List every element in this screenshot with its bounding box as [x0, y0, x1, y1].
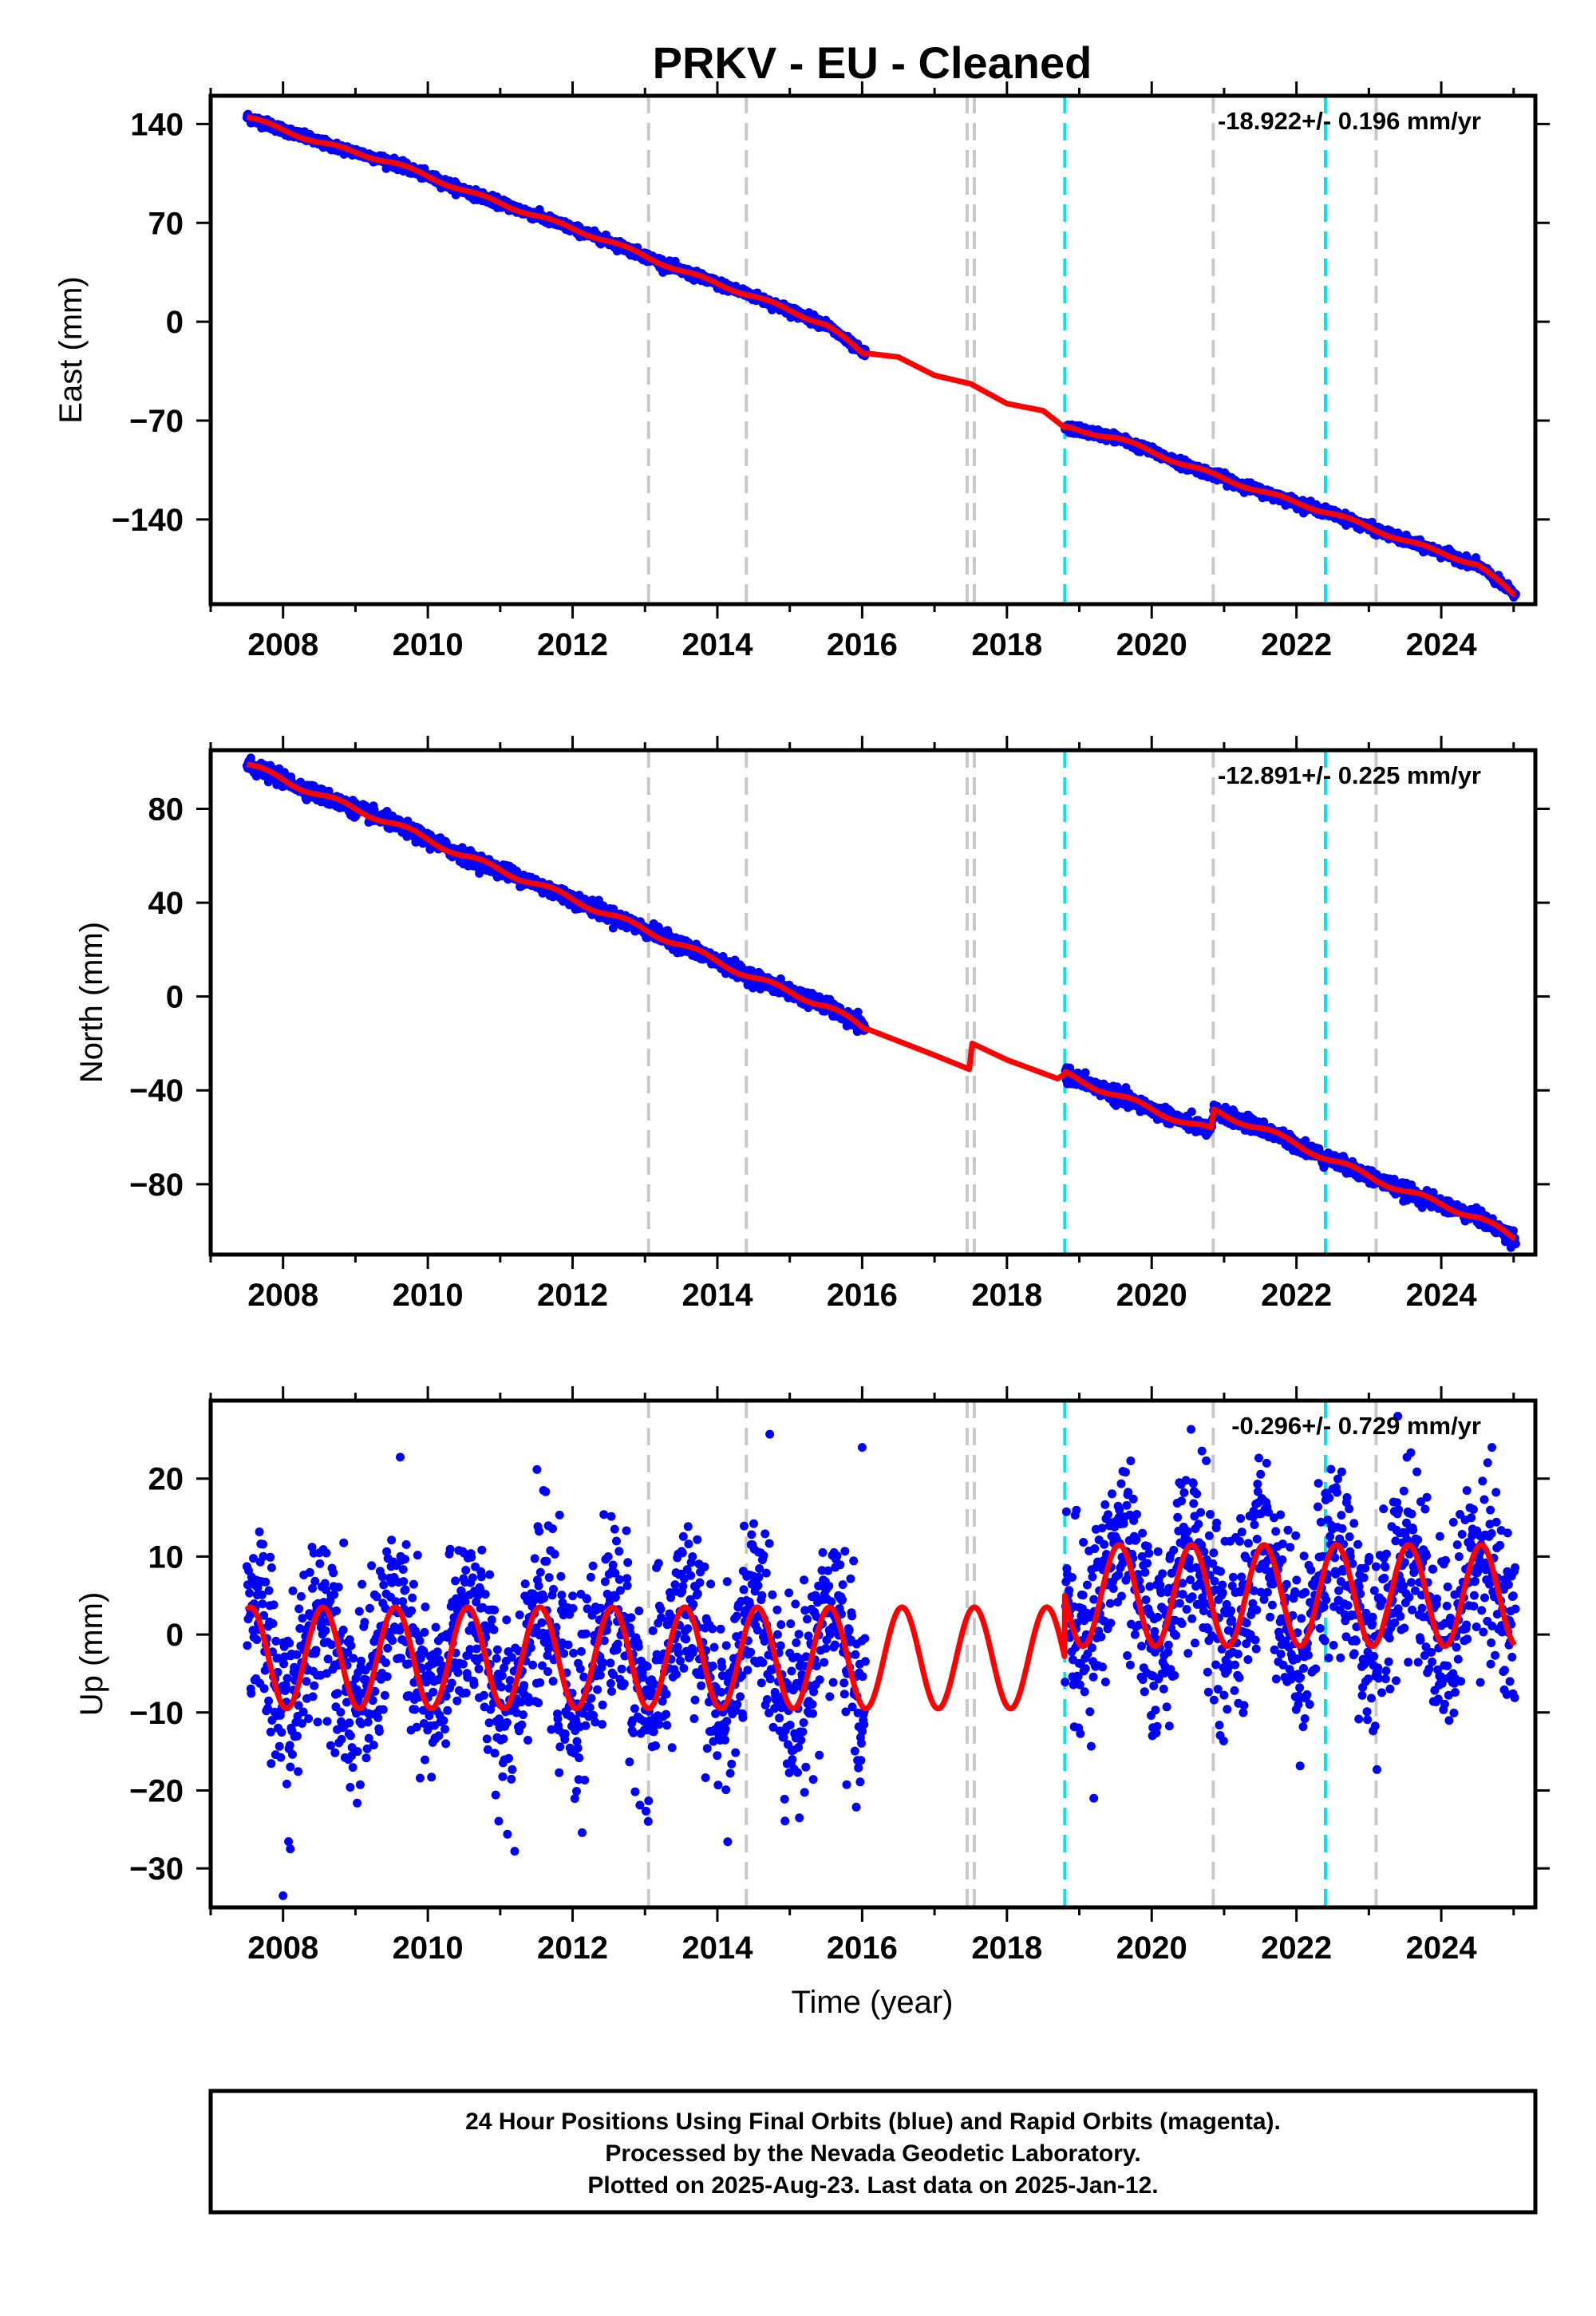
y-tick-label: −70: [129, 404, 184, 439]
data-points: [242, 753, 1520, 1252]
y-tick-label: −140: [112, 503, 184, 538]
plot-area: [242, 750, 1520, 1255]
plot-area: [242, 96, 1520, 604]
x-tick-label: 2022: [1261, 627, 1332, 662]
y-tick-label: 0: [166, 305, 184, 340]
chart-title: PRKV - EU - Cleaned: [653, 38, 1092, 88]
data-point: [1080, 1068, 1090, 1077]
x-tick-label: 2014: [681, 627, 753, 662]
east-panel: 2008 2010 2012 2014 2016 2018 2020 2022 2024 140 7…: [53, 81, 1550, 662]
x-tick-label: 2010: [393, 627, 464, 662]
x-tick-label: 2016: [827, 627, 898, 662]
x-tick-label: 2008: [247, 627, 318, 662]
rate-annotation: -18.922+/- 0.196 mm/yr: [1218, 107, 1481, 135]
x-tick-label: 2018: [971, 627, 1042, 662]
y-tick-label: 140: [130, 107, 184, 142]
data-point: [1187, 1107, 1196, 1117]
north-panel: 2008 2010 2012 2014 2016 2018 2020 2022 20248040…: [74, 736, 1550, 1313]
x-tick-label: 2020: [1116, 627, 1187, 662]
y-tick-label: 70: [148, 206, 184, 241]
x-tick-label: 2012: [537, 627, 608, 662]
y-axis-label: East (mm): [53, 276, 89, 423]
x-tick-label: 2024: [1406, 627, 1478, 662]
